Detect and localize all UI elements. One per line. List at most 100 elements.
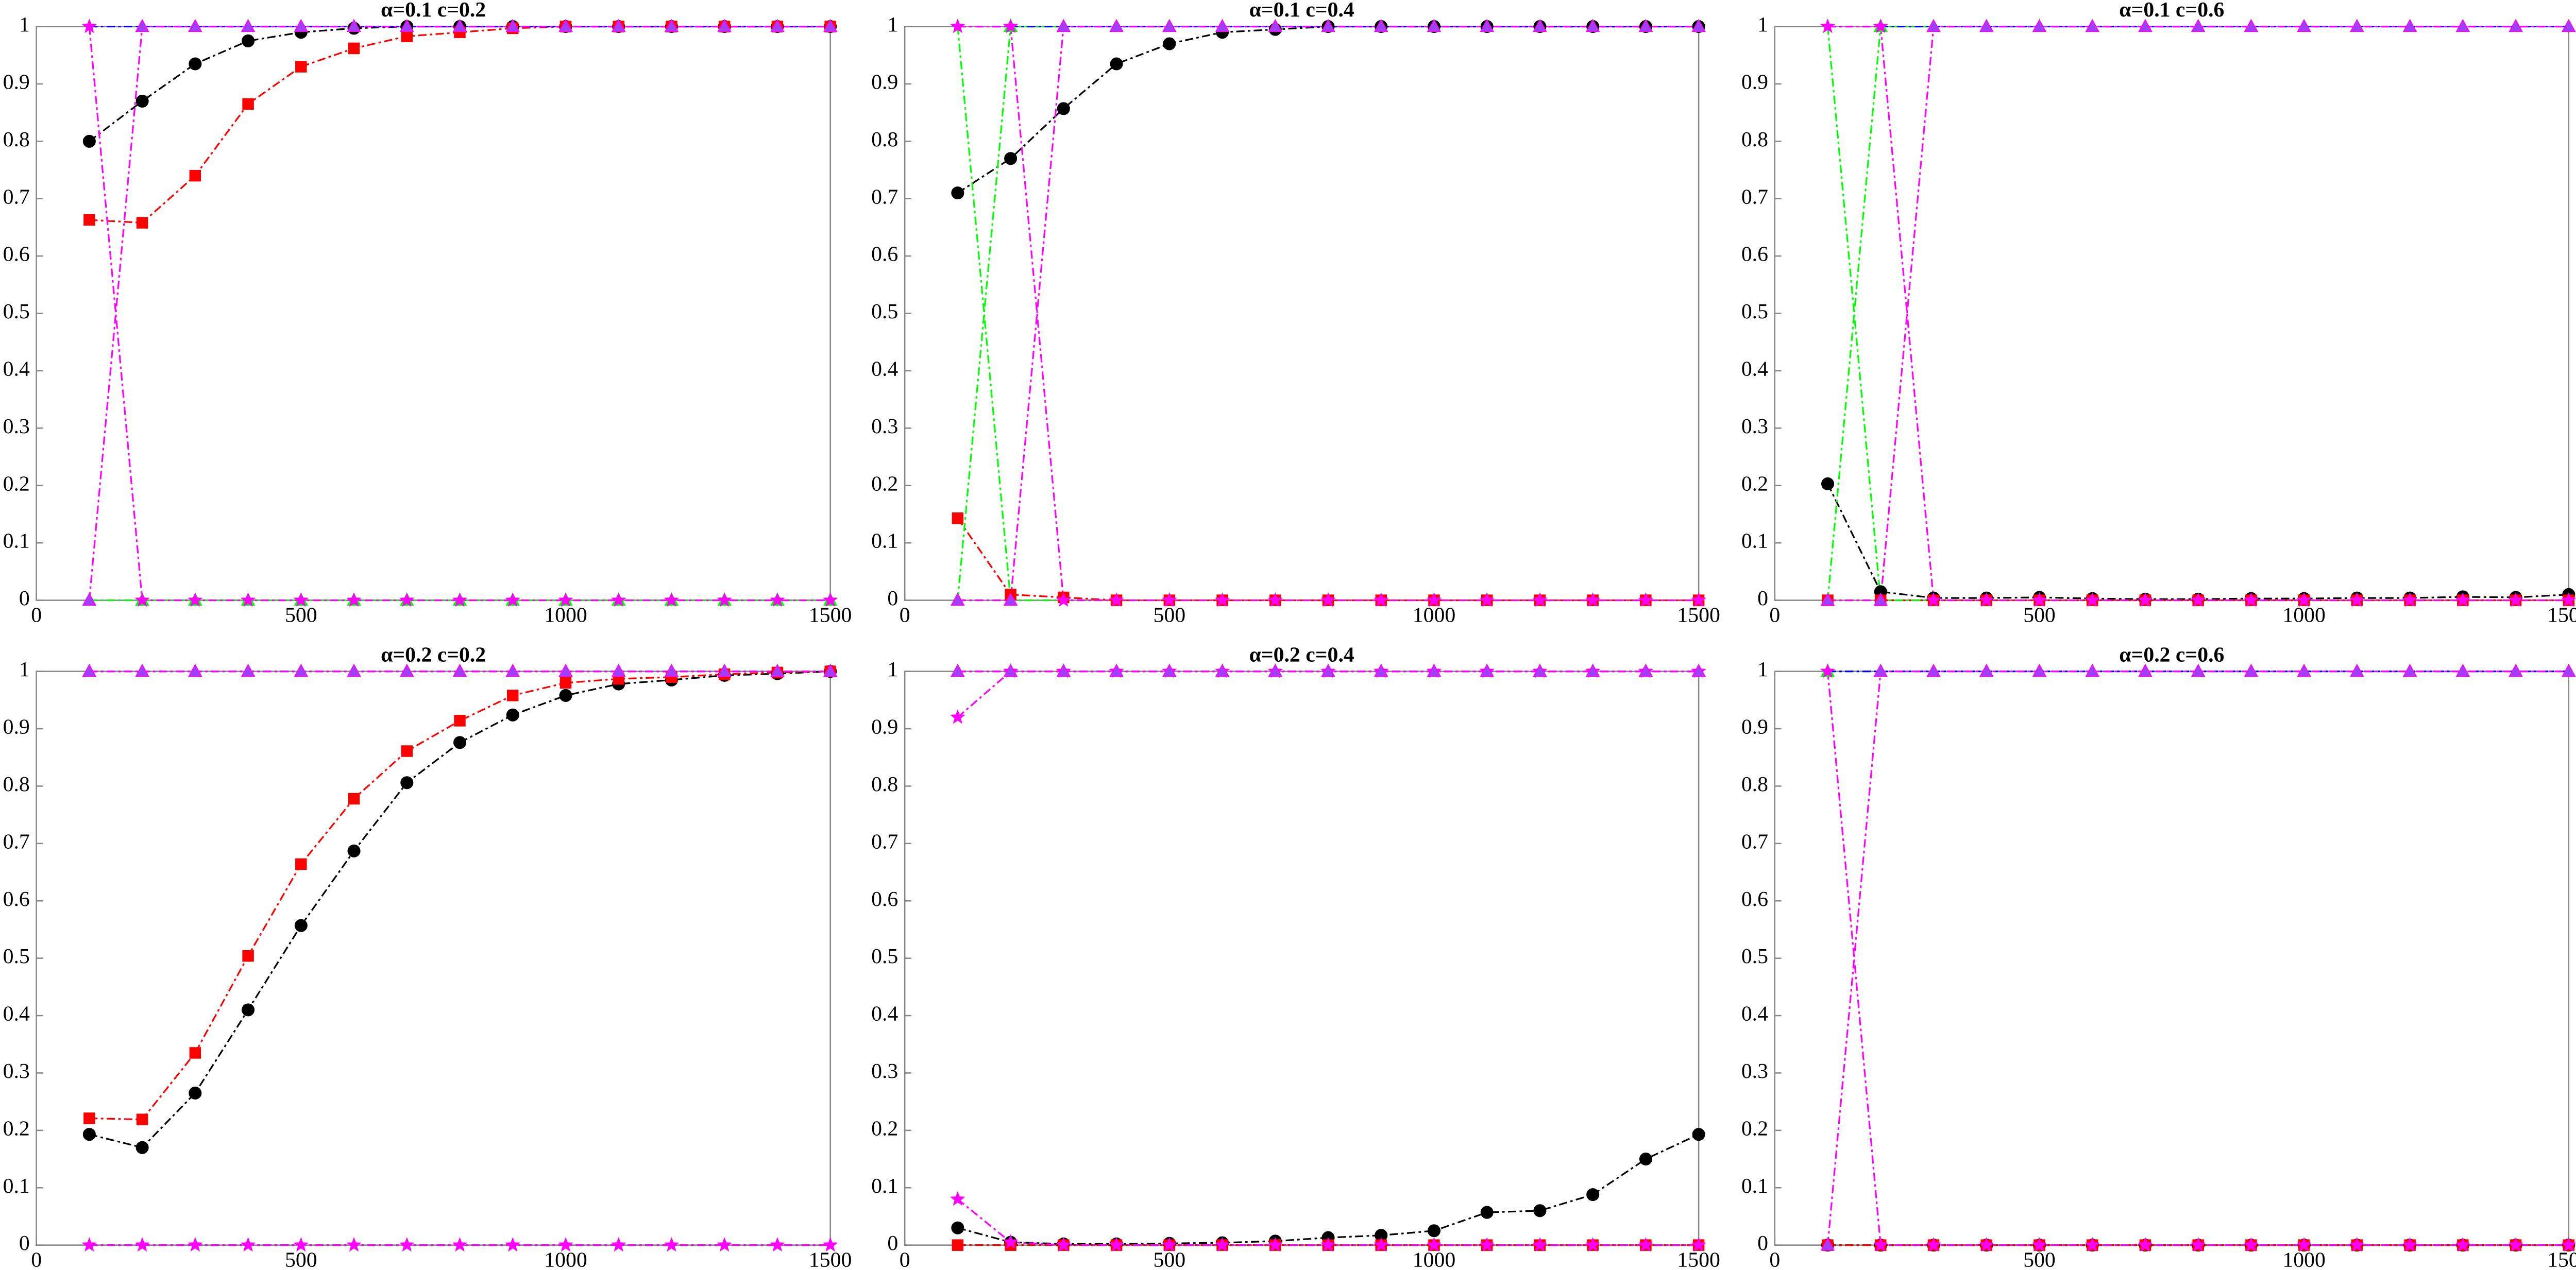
marker [1268, 663, 1283, 677]
chart-title: α=0.2 c=0.6 [2119, 643, 2224, 666]
x-tick-label: 1500 [1677, 1248, 1720, 1270]
marker [2243, 1237, 2259, 1252]
marker [1638, 19, 1653, 32]
marker [1109, 663, 1124, 677]
marker [188, 1237, 203, 1252]
marker [1638, 592, 1654, 607]
marker [1639, 1153, 1652, 1166]
marker [1585, 663, 1600, 677]
x-tick-label: 1000 [1413, 603, 1455, 627]
marker [1979, 19, 1994, 32]
marker [2031, 1237, 2047, 1252]
marker [1426, 592, 1442, 607]
y-tick-label: 0.7 [871, 185, 898, 209]
y-tick-label: 0.4 [871, 1002, 898, 1026]
marker [346, 1237, 362, 1252]
marker [1374, 663, 1388, 677]
x-tick-label: 1000 [544, 603, 587, 627]
marker [2402, 19, 2417, 32]
marker [136, 1113, 148, 1125]
marker [241, 663, 256, 677]
marker [770, 592, 785, 607]
marker [83, 1112, 95, 1124]
marker [1821, 477, 1835, 490]
y-tick-label: 0.2 [871, 1117, 898, 1140]
plot-frame [36, 671, 831, 1246]
marker [2562, 19, 2576, 32]
marker [951, 186, 964, 200]
marker [2084, 592, 2100, 607]
marker [950, 19, 965, 33]
marker [2508, 592, 2523, 607]
marker [664, 1237, 680, 1252]
marker [242, 98, 254, 110]
y-tick-label: 0.1 [1741, 1174, 1768, 1198]
y-tick-label: 0.7 [1741, 185, 1768, 209]
marker [188, 592, 203, 607]
y-tick-label: 0.2 [1741, 472, 1768, 495]
marker [558, 592, 573, 607]
marker [505, 663, 520, 677]
series-line [89, 25, 831, 142]
marker [2455, 592, 2471, 607]
series-line [1826, 671, 2569, 1245]
marker [2561, 592, 2576, 607]
marker [2190, 592, 2206, 607]
marker [82, 134, 96, 148]
marker [347, 663, 361, 677]
marker [452, 1237, 468, 1252]
marker [1321, 663, 1335, 677]
marker [189, 169, 201, 182]
marker [1873, 19, 1889, 33]
marker [348, 42, 360, 55]
marker [293, 592, 309, 607]
marker [2455, 1237, 2471, 1252]
marker [1533, 19, 1547, 32]
y-tick-label: 0 [887, 587, 898, 610]
x-tick-label: 500 [2023, 1248, 2056, 1270]
marker [399, 1237, 415, 1252]
marker [82, 592, 97, 606]
marker [1214, 592, 1230, 607]
marker [664, 663, 679, 677]
series-line [957, 25, 1699, 600]
marker [293, 1237, 309, 1252]
marker [1873, 592, 1888, 606]
marker [2244, 663, 2259, 677]
plot-area [81, 663, 838, 1252]
marker [2455, 19, 2470, 32]
marker [1480, 1206, 1494, 1219]
y-tick-label: 0.9 [871, 71, 898, 94]
marker [1109, 19, 1124, 32]
x-tick-label: 1000 [2282, 1248, 2325, 1270]
marker [452, 592, 468, 607]
plot-area [1820, 19, 2576, 607]
y-tick-label: 0.7 [1741, 830, 1768, 853]
marker [399, 592, 415, 607]
x-tick-label: 0 [31, 1248, 42, 1270]
y-tick-label: 0.3 [871, 1059, 898, 1083]
y-tick-label: 0.8 [871, 128, 898, 151]
chart-title: α=0.2 c=0.4 [1249, 643, 1354, 666]
x-tick-label: 1500 [2547, 1248, 2576, 1270]
marker [295, 61, 307, 73]
chart-title: α=0.1 c=0.2 [381, 0, 486, 22]
subplot: 0 0.1 0.2 0.3 0.4 0.5 0.6 0.7 0.8 0.9 1 0 500 1000 150… [871, 0, 1720, 627]
y-tick-label: 0.5 [1741, 300, 1768, 323]
plot-area [950, 19, 1706, 607]
marker [2509, 19, 2523, 32]
marker [1926, 19, 1941, 32]
marker [951, 663, 965, 677]
y-tick-label: 0.3 [3, 415, 30, 438]
marker [1215, 19, 1230, 32]
marker [399, 663, 414, 677]
series-line [957, 1134, 1699, 1245]
marker [1426, 1237, 1442, 1252]
marker [1214, 1237, 1230, 1252]
x-tick-label: 0 [31, 603, 42, 627]
y-tick-label: 0.9 [871, 715, 898, 739]
y-tick-label: 0 [19, 1231, 30, 1255]
marker [134, 1237, 150, 1252]
marker [2190, 1237, 2206, 1252]
